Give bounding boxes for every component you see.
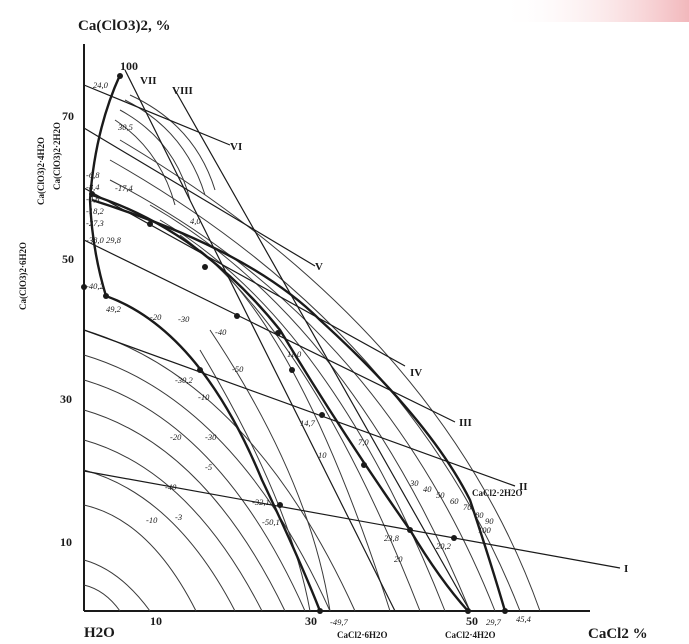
interior-value: 14,7 — [300, 418, 316, 428]
nodes — [81, 73, 508, 614]
y-tick-70: 70 — [62, 109, 74, 123]
phase-left-3: Ca(ClO3)2·2H2O — [52, 122, 62, 190]
ray-label-iii: III — [459, 417, 472, 429]
ray-label-ii: II — [519, 481, 528, 493]
isotherm-arcs — [83, 94, 541, 612]
interior-value: 29,8 — [106, 235, 122, 245]
x-tick-10: 10 — [150, 614, 162, 628]
ray-label-viii: VIII — [172, 85, 193, 97]
interior-value: -30,2 — [175, 375, 193, 385]
interior-value: -17,4 — [115, 183, 133, 193]
isotherm-label: -40 — [215, 327, 227, 337]
isotherm-label: -50 — [232, 364, 244, 374]
interior-value: -10 — [146, 515, 158, 525]
isotherm-label: -40 — [165, 482, 177, 492]
interior-value: 11,0 — [287, 349, 302, 359]
y-tick-30: 30 — [60, 392, 72, 406]
interior-value: 7,0 — [358, 437, 369, 447]
x-tick-30: 30 — [305, 614, 317, 628]
left-value: -40,2 — [86, 281, 104, 291]
top-value: 24,0 — [93, 80, 109, 90]
isotherm-label: 100 — [478, 525, 492, 535]
isotherm-label: 70 — [463, 502, 472, 512]
interior-value: 20,2 — [436, 541, 452, 551]
phase-bottom-2: CaCl2·4H2O — [445, 630, 496, 640]
y-tick-50: 50 — [62, 252, 74, 266]
interior-value: 49,2 — [106, 304, 122, 314]
interior-value: -32,1 — [252, 497, 270, 507]
bottom-value: 45,4 — [516, 614, 532, 624]
interior-value: -3 — [175, 512, 182, 522]
ray-label-vii: VII — [140, 75, 157, 87]
x-tick-50: 50 — [466, 614, 478, 628]
y-tick-10: 10 — [60, 535, 72, 549]
ray-lines — [83, 69, 621, 612]
isotherm-label: 60 — [450, 496, 459, 506]
phase-left-2: Ca(ClO3)2·4H2O — [36, 137, 46, 205]
left-value: -18,2 — [86, 206, 104, 216]
y-axis-title: Ca(ClO3)2, % — [78, 18, 171, 34]
phase-left-1: Ca(ClO3)2·6H2O — [18, 242, 28, 310]
ray-label-v: V — [315, 261, 323, 273]
top-value: 30,5 — [117, 122, 133, 132]
interior-value: -50,1 — [262, 517, 280, 527]
isotherm-label: 30 — [409, 478, 419, 488]
phase-bottom-1: CaCl2·6H2O — [337, 630, 388, 640]
isotherm-label: -20 — [150, 312, 162, 322]
x-axis-title: CaCl2 % — [588, 626, 648, 642]
bottom-value: -49,7 — [330, 617, 348, 627]
isotherm-label: -30 — [205, 432, 217, 442]
isotherm-label: -20 — [170, 432, 182, 442]
isotherm-label: 40 — [423, 484, 432, 494]
left-value: -27,3 — [86, 218, 104, 228]
ray-label-vi: VI — [230, 141, 242, 153]
isotherm-label: 10 — [318, 450, 327, 460]
isotherm-label: 50 — [436, 490, 445, 500]
y-tick-100: 100 — [120, 59, 138, 73]
solubility-curves — [88, 74, 507, 612]
isotherm-label: -10 — [198, 392, 210, 402]
ray-label-i: I — [624, 563, 628, 575]
isotherm-label: 80 — [475, 510, 484, 520]
bottom-value: 29,7 — [486, 617, 502, 627]
isotherm-label: -5 — [205, 462, 212, 472]
left-value: -9,6 — [86, 194, 100, 204]
left-value: -38,0 — [86, 235, 104, 245]
isotherm-label: 90 — [485, 516, 494, 526]
ray-label-iv: IV — [410, 367, 422, 379]
left-value: -6,8 — [86, 170, 100, 180]
interior-value: 23,8 — [384, 533, 400, 543]
corner-tint — [500, 0, 689, 22]
origin-label: H2O — [84, 625, 115, 641]
interior-value: 4,0 — [190, 216, 201, 226]
isotherm-label: 20 — [394, 554, 403, 564]
left-value: -8,4 — [86, 182, 100, 192]
isotherm-label: -30 — [178, 314, 190, 324]
phase-right-1: CaCl2·2H2O — [472, 488, 523, 498]
